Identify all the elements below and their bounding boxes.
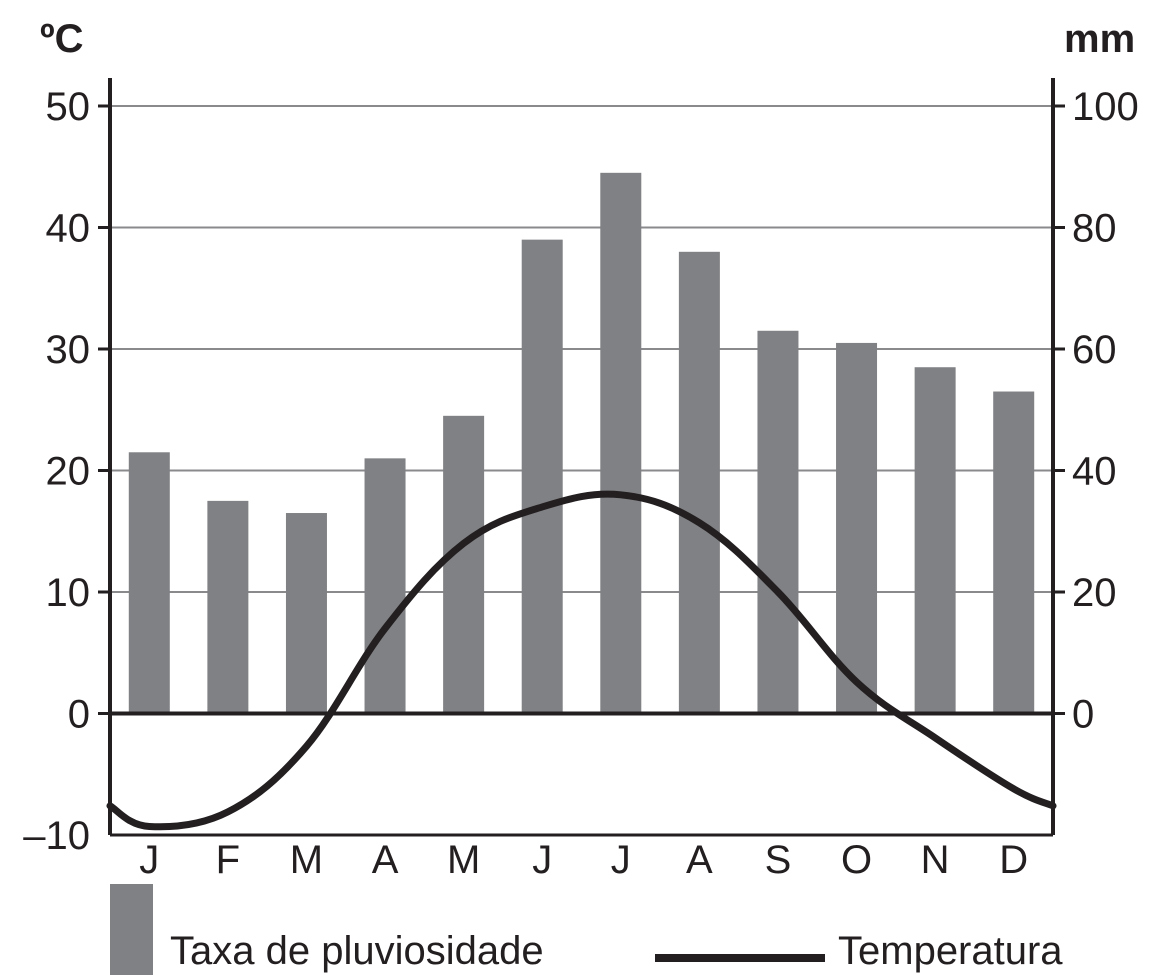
x-tick-label: O <box>841 838 872 882</box>
precipitation-bar <box>600 172 642 714</box>
left-tick-label: 20 <box>46 450 91 494</box>
x-tick-label: J <box>611 838 631 882</box>
precipitation-bar <box>207 500 249 714</box>
right-tick-label: 0 <box>1072 693 1094 737</box>
precipitation-bar <box>364 458 406 714</box>
left-tick-label: 30 <box>46 328 91 372</box>
right-tick-label: 40 <box>1072 450 1117 494</box>
x-tick-label: S <box>765 838 792 882</box>
left-tick-label: 10 <box>46 571 91 615</box>
right-tick-label: 60 <box>1072 328 1117 372</box>
precipitation-bar <box>914 367 956 714</box>
precipitation-bar <box>757 330 799 714</box>
x-tick-label: M <box>290 838 323 882</box>
left-tick-label: 0 <box>68 693 90 737</box>
left-axis-unit: ºC <box>40 17 84 61</box>
precipitation-bar <box>678 251 720 714</box>
precipitation-bar <box>993 391 1035 714</box>
x-tick-label: J <box>139 838 159 882</box>
precipitation-bar <box>285 513 327 714</box>
legend-temperature-label: Temperatura <box>838 929 1063 973</box>
x-tick-label: A <box>686 838 713 882</box>
x-tick-label: M <box>447 838 480 882</box>
precipitation-bars <box>128 172 1035 714</box>
precipitation-bar <box>836 342 878 714</box>
tick-labels: –10 0 10 20 30 40 50 0 20 40 60 80 100 J F M A M J J A S O N D <box>23 85 1139 882</box>
legend-precipitation-swatch <box>110 884 153 975</box>
right-tick-label: 80 <box>1072 207 1117 251</box>
right-tick-label: 20 <box>1072 571 1117 615</box>
right-axis-unit: mm <box>1064 17 1135 61</box>
right-tick-label: 100 <box>1072 85 1139 129</box>
x-tick-label: N <box>921 838 950 882</box>
left-tick-label: 50 <box>46 85 91 129</box>
precipitation-bar <box>521 239 563 714</box>
x-tick-label: F <box>216 838 240 882</box>
grid-lines <box>110 105 1053 593</box>
x-tick-label: D <box>999 838 1028 882</box>
precipitation-bar <box>128 452 170 714</box>
x-tick-label: A <box>372 838 399 882</box>
precipitation-bar <box>443 415 485 714</box>
left-tick-label: 40 <box>46 207 91 251</box>
x-tick-label: J <box>532 838 552 882</box>
legend-precipitation-label: Taxa de pluviosidade <box>170 929 544 973</box>
temperature-line <box>106 490 1057 831</box>
left-tick-label: –10 <box>23 814 90 858</box>
legend: Taxa de pluviosidade Temperatura <box>110 884 1063 975</box>
axes <box>98 78 1065 837</box>
